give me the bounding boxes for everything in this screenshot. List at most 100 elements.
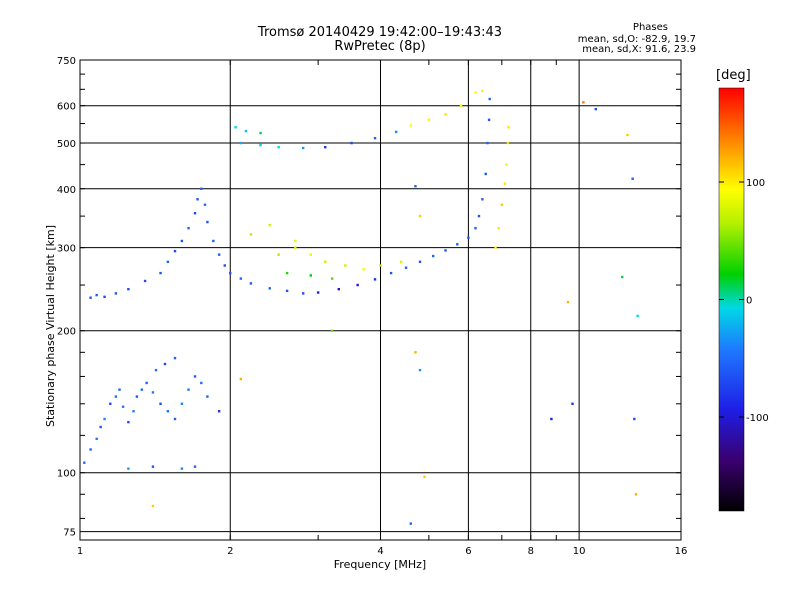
data-point: [474, 226, 477, 230]
data-point: [309, 274, 312, 277]
colorbar-ticks: 100 0 -100: [719, 178, 769, 424]
x-axis-label: Frequency [MHz]: [333, 558, 427, 571]
data-point: [166, 410, 170, 413]
data-point: [456, 243, 459, 246]
data-point: [249, 233, 253, 236]
data-point: [350, 141, 353, 145]
data-point: [203, 203, 207, 206]
data-point: [621, 275, 624, 279]
data-point: [212, 239, 215, 243]
data-point: [159, 402, 162, 405]
grid: [80, 60, 681, 540]
data-point: [239, 141, 243, 145]
data-point: [394, 130, 398, 134]
data-point: [187, 388, 190, 391]
data-point: [114, 395, 118, 398]
data-point: [427, 118, 431, 122]
data-point: [444, 113, 447, 116]
data-point: [571, 402, 574, 405]
data-point: [631, 177, 634, 180]
data-point: [500, 203, 504, 206]
y-tick-label: 750: [57, 56, 76, 67]
data-point: [127, 287, 130, 291]
data-point: [294, 246, 297, 249]
data-point: [373, 278, 377, 281]
colorbar-tick-label: 100: [746, 178, 765, 189]
y-tick-label: 200: [57, 327, 76, 338]
data-point: [301, 292, 305, 295]
data-point: [356, 283, 359, 287]
phase-stats-o: mean, sd,O: -82.9, 19.7: [577, 34, 696, 45]
data-point: [95, 437, 98, 441]
data-point: [418, 214, 422, 218]
data-point: [481, 89, 484, 93]
data-point: [566, 300, 570, 304]
data-point: [633, 417, 636, 421]
data-point: [399, 260, 403, 264]
data-point: [140, 388, 144, 391]
x-tick-label: 4: [377, 546, 383, 557]
data-point: [180, 402, 184, 405]
data-point: [193, 212, 197, 215]
data-point: [285, 289, 289, 293]
data-point: [151, 391, 155, 394]
x-tick-label: 1: [77, 546, 83, 557]
data-point: [484, 172, 487, 176]
data-point: [409, 522, 412, 525]
data-point: [196, 198, 199, 201]
axis-ticks: 1 2 4 6 8 10 16 75 100 200 300 400 500 600 750: [57, 56, 687, 557]
data-point: [193, 375, 197, 378]
data-point: [330, 329, 334, 332]
data-point: [121, 405, 125, 408]
data-point: [206, 220, 209, 224]
data-point: [309, 253, 312, 256]
y-tick-label: 100: [57, 469, 76, 480]
data-point: [180, 467, 184, 470]
data-point: [229, 271, 232, 275]
data-point: [373, 136, 377, 140]
data-point: [259, 131, 262, 135]
data-point: [127, 420, 130, 424]
data-point: [444, 249, 447, 252]
x-tick-label: 16: [675, 546, 688, 557]
data-point: [83, 461, 86, 464]
data-point: [217, 410, 221, 413]
data-point: [268, 287, 271, 290]
data-point: [200, 381, 203, 385]
data-point: [114, 292, 118, 295]
data-point: [173, 249, 177, 253]
data-point: [414, 185, 417, 188]
data-point: [99, 425, 102, 429]
data-point: [316, 291, 320, 294]
x-tick-label: 8: [528, 546, 534, 557]
data-point: [143, 279, 147, 283]
data-point: [109, 402, 112, 405]
data-point: [294, 239, 297, 243]
data-point: [193, 465, 197, 468]
data-point: [337, 287, 341, 291]
data-point: [431, 254, 435, 258]
phase-stats-x: mean, sd,X: 91.6, 23.9: [582, 44, 696, 55]
colorbar-tick-label: 0: [746, 296, 752, 307]
data-point: [636, 314, 639, 318]
data-point: [89, 448, 92, 451]
data-point: [277, 145, 280, 149]
data-point: [362, 268, 365, 271]
data-point: [118, 388, 121, 391]
data-point: [389, 271, 393, 275]
data-point: [206, 395, 209, 398]
y-tick-label: 300: [57, 244, 76, 255]
data-point: [418, 368, 422, 372]
data-point: [488, 97, 491, 101]
data-point: [166, 260, 170, 264]
x-tick-label: 6: [465, 546, 471, 557]
y-axis-label: Stationary phase Virtual Height [km]: [44, 224, 57, 428]
data-point: [151, 465, 155, 468]
data-point: [244, 129, 248, 133]
y-tick-label: 400: [57, 185, 76, 196]
data-point: [234, 126, 237, 129]
data-point: [103, 295, 106, 299]
chart-subtitle: RwPretec (8p): [334, 39, 426, 54]
data-point: [497, 226, 500, 230]
data-point: [487, 118, 491, 122]
